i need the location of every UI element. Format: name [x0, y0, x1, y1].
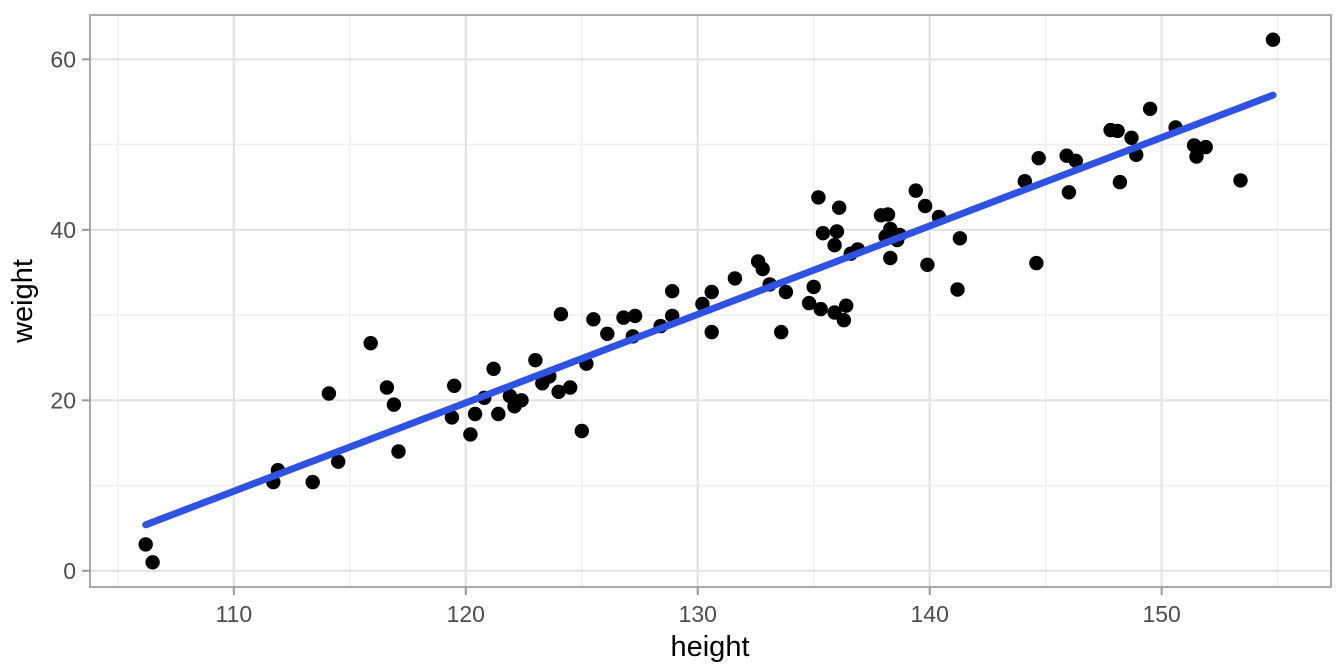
data-point — [1031, 151, 1046, 166]
data-point — [1110, 123, 1125, 139]
data-point — [1186, 138, 1202, 153]
data-point — [778, 284, 794, 300]
data-point — [574, 423, 589, 439]
data-point — [1233, 173, 1248, 188]
data-point — [1112, 174, 1128, 190]
data-point — [528, 353, 543, 368]
data-point — [811, 190, 826, 205]
data-point — [883, 250, 898, 266]
data-point — [363, 336, 378, 351]
data-point — [704, 284, 719, 300]
data-point — [386, 397, 402, 412]
data-point — [1142, 101, 1158, 117]
data-point — [755, 261, 770, 277]
y-axis-tick-label: 20 — [50, 387, 76, 413]
data-point — [832, 200, 847, 215]
data-point — [1124, 130, 1139, 145]
data-point — [447, 378, 462, 393]
x-axis-tick-label: 130 — [679, 601, 717, 627]
data-point — [727, 271, 743, 286]
x-axis-tick-label: 110 — [215, 601, 252, 627]
data-point — [586, 312, 601, 327]
regression-line — [142, 91, 1277, 529]
panel-background — [90, 15, 1331, 587]
data-point — [507, 399, 522, 414]
data-point — [704, 324, 719, 340]
gridlines — [90, 15, 1331, 587]
data-point — [379, 380, 395, 395]
data-point — [145, 555, 160, 570]
data-point — [463, 427, 478, 442]
data-point — [950, 282, 965, 297]
panel-border-layer — [89, 14, 1332, 588]
data-point — [801, 295, 817, 311]
data-point — [553, 307, 569, 322]
data-point — [467, 406, 483, 422]
data-point — [1265, 32, 1281, 47]
data-point — [627, 308, 643, 324]
data-point — [138, 537, 153, 552]
data-point — [665, 284, 680, 299]
data-point — [1061, 185, 1077, 200]
y-axis-tick-label: 40 — [50, 217, 76, 243]
y-axis-tick-label: 60 — [50, 46, 76, 72]
x-axis-tick-label: 120 — [447, 601, 485, 627]
panel-border — [89, 14, 1332, 588]
data-point — [1068, 153, 1084, 168]
regression-line-layer — [142, 91, 1277, 529]
data-point — [391, 444, 406, 459]
data-point — [321, 386, 337, 401]
data-point — [813, 301, 828, 317]
data-point — [806, 279, 821, 295]
data-point — [880, 207, 896, 222]
data-point — [616, 310, 631, 325]
data-point — [305, 474, 320, 490]
x-axis-tick-label: 150 — [1142, 601, 1180, 627]
data-point — [600, 326, 615, 341]
data-point — [491, 406, 506, 422]
data-point — [836, 313, 852, 328]
data-point — [839, 298, 854, 313]
data-point — [917, 198, 933, 214]
data-point — [444, 410, 460, 425]
axis-layer: 110 120 130 140 150 0 20 40 60 — [50, 46, 1180, 627]
data-point — [331, 454, 346, 469]
data-point — [563, 380, 578, 395]
data-point — [1029, 255, 1044, 271]
data-point — [827, 238, 842, 253]
x-axis-tick-label: 140 — [911, 601, 949, 627]
data-point — [1189, 149, 1204, 164]
data-point — [815, 226, 831, 241]
y-axis-title: weight — [7, 259, 39, 344]
data-point — [829, 224, 845, 239]
x-axis-title: height — [670, 631, 749, 663]
data-point — [551, 384, 566, 399]
plot-panel — [90, 15, 1331, 587]
data-point — [486, 361, 501, 376]
data-point — [774, 324, 789, 340]
data-point — [908, 183, 923, 198]
data-point — [920, 257, 935, 272]
y-axis-tick-label: 0 — [63, 558, 76, 584]
data-point — [952, 231, 968, 246]
data-point — [1198, 139, 1213, 155]
